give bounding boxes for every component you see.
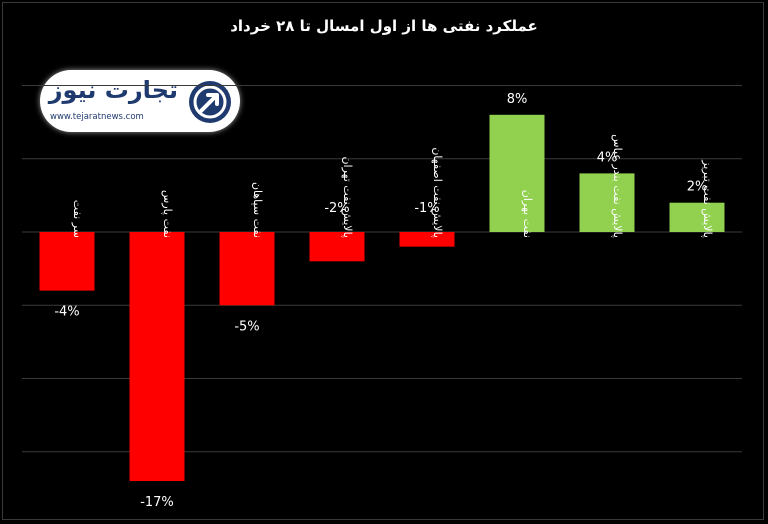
- category-label: پالایش نفت بندر عباس: [611, 134, 624, 238]
- data-label: -17%: [140, 495, 174, 510]
- bar: [669, 202, 725, 232]
- bar: [309, 232, 365, 262]
- category-label: پالایش نفت اصفهان: [431, 147, 444, 238]
- tejaratnews-logo: تجارت نیوز www.tejaratnews.com: [40, 70, 240, 132]
- logo-wordmark: تجارت نیوز: [48, 76, 179, 104]
- bar: [579, 173, 635, 232]
- data-label: -2%: [324, 201, 349, 216]
- data-label: -5%: [234, 319, 259, 334]
- bar: [489, 114, 545, 232]
- category-label: سر نفت: [71, 200, 84, 238]
- category-label: نفت پارس: [161, 190, 174, 238]
- data-labels: -4% -17% -5% -2% -1% 8% 4% 2%: [54, 92, 707, 510]
- bar: [129, 232, 185, 482]
- logo-url: www.tejaratnews.com: [50, 112, 144, 122]
- bar: [39, 232, 95, 291]
- data-label: 4%: [597, 150, 618, 165]
- logo-emblem-icon: [189, 81, 231, 123]
- category-label: نفت سپاهان: [251, 182, 264, 238]
- chart-title: عملکرد نفتی ها از اول امسال تا ۲۸ خرداد: [230, 17, 538, 35]
- bars: [39, 114, 725, 482]
- bar: [399, 232, 455, 247]
- category-label: پالایش نفت تبریز: [701, 159, 714, 238]
- bar: [219, 232, 275, 306]
- data-label: 8%: [507, 92, 528, 107]
- category-labels: سر نفت نفت پارس نفت سپاهان پالایش نفت تهران…: [71, 134, 714, 238]
- data-label: 2%: [687, 180, 708, 195]
- category-label: نفت بهران: [521, 190, 534, 238]
- category-label: پالایش نفت تهران: [341, 156, 354, 238]
- data-label: -1%: [414, 201, 439, 216]
- data-label: -4%: [54, 305, 79, 320]
